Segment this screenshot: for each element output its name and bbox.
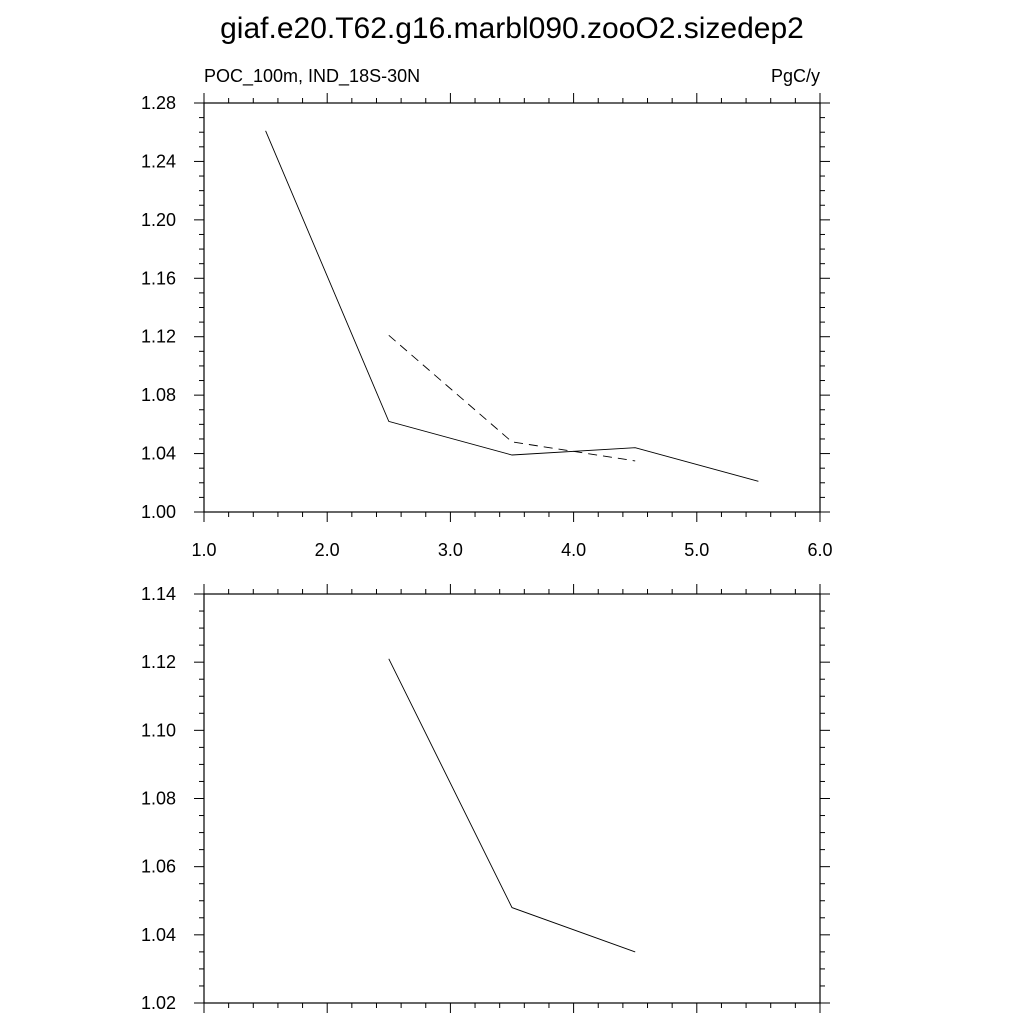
y-tick-label: 1.04: [141, 925, 176, 945]
x-tick-label: 6.0: [807, 540, 832, 560]
y-tick-label: 1.24: [141, 151, 176, 171]
y-tick-label: 1.00: [141, 502, 176, 522]
y-tick-label: 1.04: [141, 444, 176, 464]
x-tick-label: 3.0: [438, 540, 463, 560]
figure-title: giaf.e20.T62.g16.marbl090.zooO2.sizedep2: [220, 12, 804, 45]
x-tick-label: 2.0: [315, 540, 340, 560]
y-tick-label: 1.08: [141, 789, 176, 809]
y-tick-label: 1.12: [141, 652, 176, 672]
x-tick-label: 1.0: [191, 540, 216, 560]
y-tick-label: 1.06: [141, 857, 176, 877]
series-line-solid: [265, 130, 759, 482]
y-tick-label: 1.16: [141, 268, 176, 288]
x-tick-label: 4.0: [561, 540, 586, 560]
series-line-solid: [388, 658, 636, 953]
bottom-panel: 1.02 1.04 1.06 1.08 1.10 1.12 1.14: [141, 584, 830, 1013]
y-tick-label: 1.10: [141, 720, 176, 740]
y-tick-label: 1.28: [141, 93, 176, 113]
y-tick-label: 1.20: [141, 210, 176, 230]
y-tick-label: 1.12: [141, 327, 176, 347]
units-label: PgC/y: [771, 66, 820, 86]
y-tick-label: 1.08: [141, 385, 176, 405]
x-tick-label: 5.0: [684, 540, 709, 560]
variable-region-label: POC_100m, IND_18S-30N: [204, 66, 420, 87]
series-line-dashed: [388, 334, 636, 462]
y-tick-label: 1.02: [141, 993, 176, 1013]
top-panel: POC_100m, IND_18S-30N PgC/y 1.0 2.0 3.0 4.0…: [141, 66, 833, 560]
plot-frame: [203, 102, 821, 513]
y-tick-label: 1.14: [141, 584, 176, 604]
plot-frame: [203, 593, 821, 1004]
